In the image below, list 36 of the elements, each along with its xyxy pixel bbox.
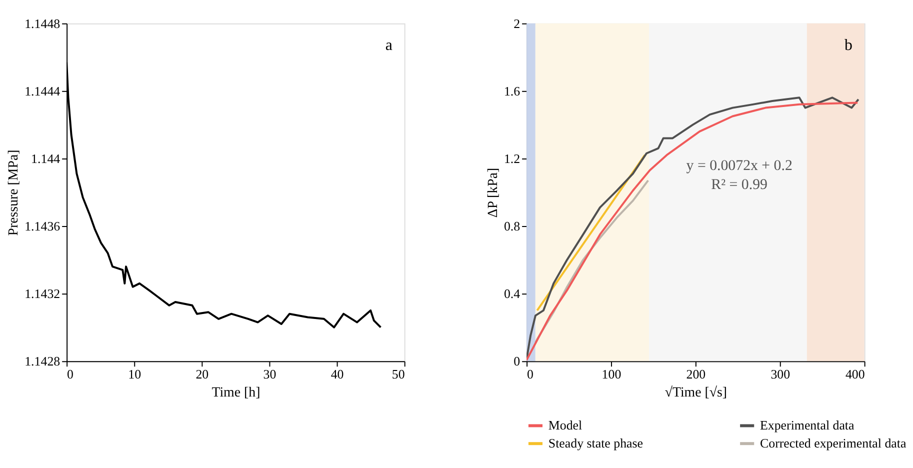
line-series <box>534 179 650 344</box>
annotation: y = 0.0072x + 0.2 <box>686 158 792 174</box>
legend-label: Steady state phase <box>548 436 644 451</box>
y-tick-label: 1.1444 <box>24 83 61 98</box>
annotation: b <box>844 37 852 54</box>
y-axis-title: Pressure [MPa] <box>6 150 22 236</box>
x-tick-label: 0 <box>527 366 534 382</box>
legend-label: Model <box>548 418 583 433</box>
x-tick-label: 40 <box>330 366 344 382</box>
y-tick-label: 1.1448 <box>24 16 60 31</box>
x-axis-title: Time [h] <box>212 385 260 400</box>
y-tick-label: 1.1428 <box>24 354 60 369</box>
y-tick-label: 0.8 <box>504 218 520 234</box>
x-tick-label: 0 <box>67 366 74 382</box>
x-tick-label: 30 <box>263 366 276 382</box>
y-tick-label: 1.1432 <box>24 286 60 302</box>
y-tick-label: 0.4 <box>504 286 521 302</box>
legend-label: Corrected experimental data <box>760 436 906 451</box>
y-tick-label: 1.144 <box>31 150 61 166</box>
y-tick-label: 1.2 <box>504 150 520 166</box>
y-tick-label: 1.6 <box>504 83 521 98</box>
x-tick-label: 200 <box>686 366 706 382</box>
x-tick-label: 100 <box>602 366 622 382</box>
y-tick-label: 2 <box>514 16 520 31</box>
y-axis-title: ΔP [kPa] <box>486 168 501 218</box>
x-tick-label: 400 <box>845 366 865 382</box>
annotation: R² = 0.99 <box>711 177 768 194</box>
x-tick-label: 300 <box>770 366 790 382</box>
x-tick-label: 50 <box>392 366 405 382</box>
legend-label: Experimental data <box>760 418 855 433</box>
annotation: a <box>385 37 392 54</box>
y-tick-label: 1.1436 <box>24 218 61 234</box>
x-axis-title: √Time [√s] <box>664 385 728 400</box>
x-tick-label: 10 <box>128 366 142 382</box>
x-tick-label: 20 <box>196 366 209 382</box>
y-tick-label: 0 <box>514 354 520 369</box>
